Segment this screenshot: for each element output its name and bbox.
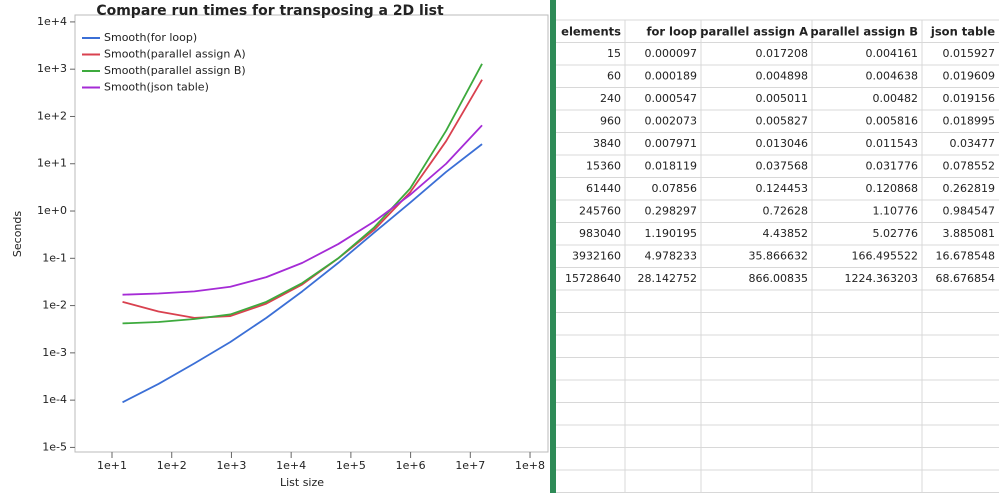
table-cell: 0.124453	[756, 182, 809, 195]
table-cell: 0.005011	[756, 92, 809, 105]
table-cell: 0.004898	[756, 69, 809, 82]
x-axis-label: List size	[280, 476, 324, 489]
table-cell: 0.019609	[943, 69, 996, 82]
table-header: json table	[930, 25, 995, 39]
table-cell: 0.017208	[756, 47, 809, 60]
table-cell: 0.007971	[645, 137, 698, 150]
y-tick-label: 1e+2	[37, 109, 67, 122]
x-tick-label: 1e+8	[515, 459, 545, 472]
y-tick-label: 1e-2	[42, 299, 67, 312]
table-cell: 3840	[593, 137, 621, 150]
y-tick-label: 1e-3	[42, 346, 67, 359]
plot-frame	[74, 14, 549, 453]
table-cell: 1.10776	[873, 204, 919, 217]
divider	[550, 0, 556, 493]
table-cell: 0.005816	[866, 114, 919, 127]
table-cell: 4.43852	[763, 227, 809, 240]
table-cell: 68.676854	[936, 272, 996, 285]
table-cell: 0.018995	[943, 114, 996, 127]
table-cell: 245760	[579, 204, 621, 217]
table-cell: 983040	[579, 227, 621, 240]
x-tick-label: 1e+3	[216, 459, 246, 472]
table-cell: 16.678548	[936, 249, 996, 262]
x-tick-label: 1e+1	[97, 459, 127, 472]
table-cell: 1224.363203	[845, 272, 918, 285]
table-cell: 0.018119	[645, 159, 698, 172]
y-tick-label: 1e-5	[42, 440, 67, 453]
table-cell: 0.031776	[866, 159, 919, 172]
y-tick-label: 1e+1	[37, 157, 67, 170]
x-tick-label: 1e+6	[396, 459, 426, 472]
table-cell: 15360	[586, 159, 621, 172]
table-header: parallel assign A	[700, 25, 808, 39]
series-line	[122, 79, 483, 319]
table-cell: 0.019156	[943, 92, 996, 105]
table-cell: 35.866632	[749, 249, 809, 262]
table-cell: 0.298297	[645, 204, 698, 217]
table-cell: 0.120868	[866, 182, 919, 195]
chart-panel	[0, 0, 550, 493]
table-cell: 960	[600, 114, 621, 127]
series-line	[122, 143, 483, 404]
y-tick-label: 1e-4	[42, 393, 67, 406]
table-cell: 0.07856	[652, 182, 698, 195]
table-cell: 3.885081	[943, 227, 996, 240]
table-cell: 28.142752	[638, 272, 698, 285]
table-cell: 3932160	[572, 249, 621, 262]
table-cell: 1.190195	[645, 227, 698, 240]
table-cell: 0.011543	[866, 137, 919, 150]
table-header: for loop	[646, 25, 697, 39]
legend-label: Smooth(json table)	[104, 81, 209, 94]
series-line	[122, 63, 483, 325]
table-cell: 0.984547	[943, 204, 996, 217]
table-cell: 0.004161	[866, 47, 919, 60]
table-cell: 0.037568	[756, 159, 809, 172]
table-cell: 0.000189	[645, 69, 698, 82]
y-axis-label: Seconds	[11, 211, 24, 257]
table-cell: 866.00835	[749, 272, 809, 285]
table-cell: 15	[607, 47, 621, 60]
y-tick-label: 1e+3	[37, 62, 67, 75]
series-line	[122, 124, 483, 296]
table-cell: 240	[600, 92, 621, 105]
table-cell: 4.978233	[645, 249, 698, 262]
x-tick-label: 1e+4	[276, 459, 306, 472]
table-cell: 0.015927	[943, 47, 996, 60]
legend-label: Smooth(parallel assign A)	[104, 48, 246, 61]
table-cell: 60	[607, 69, 621, 82]
table-cell: 0.004638	[866, 69, 919, 82]
legend-label: Smooth(for loop)	[104, 31, 197, 44]
table-cell: 0.002073	[645, 114, 698, 127]
x-tick-label: 1e+7	[455, 459, 485, 472]
table-cell: 61440	[586, 182, 621, 195]
chart-title: Compare run times for transposing a 2D l…	[96, 3, 444, 19]
table-cell: 0.000547	[645, 92, 698, 105]
table-cell: 0.078552	[943, 159, 996, 172]
table-cell: 15728640	[565, 272, 621, 285]
table-cell: 166.495522	[852, 249, 918, 262]
x-tick-label: 1e+5	[336, 459, 366, 472]
table-cell: 0.000097	[645, 47, 698, 60]
x-tick-label: 1e+2	[157, 459, 187, 472]
y-tick-label: 1e+4	[37, 15, 67, 28]
table-cell: 0.262819	[943, 182, 996, 195]
table-header: parallel assign B	[810, 25, 918, 39]
y-tick-label: 1e+0	[37, 204, 67, 217]
legend-label: Smooth(parallel assign B)	[104, 64, 246, 77]
table-cell: 0.72628	[763, 204, 809, 217]
table-cell: 0.013046	[756, 137, 809, 150]
y-tick-label: 1e-1	[42, 251, 67, 264]
table-header: elements	[561, 25, 621, 39]
table-cell: 0.00482	[873, 92, 919, 105]
table-cell: 5.02776	[873, 227, 919, 240]
table-cell: 0.03477	[950, 137, 996, 150]
table-cell: 0.005827	[756, 114, 809, 127]
